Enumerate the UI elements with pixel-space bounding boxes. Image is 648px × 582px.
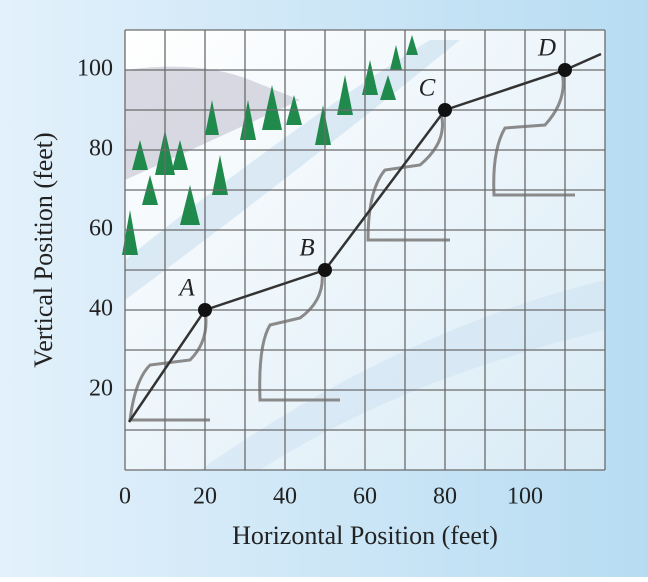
- x-tick-label: 0: [119, 484, 131, 510]
- x-tick-label: 20: [193, 484, 217, 510]
- x-tick-label: 60: [353, 484, 377, 510]
- x-tick-label: 40: [273, 484, 297, 510]
- y-axis-label: Vertical Position (feet): [29, 132, 58, 367]
- point: [318, 263, 332, 277]
- y-tick-label: 60: [89, 216, 113, 242]
- point-label: B: [299, 235, 314, 262]
- y-tick-label: 80: [89, 136, 113, 162]
- point-label: A: [177, 275, 195, 302]
- y-tick-label: 40: [89, 296, 113, 322]
- x-axis-label: Horizontal Position (feet): [232, 521, 498, 550]
- point-label: D: [537, 35, 556, 62]
- y-tick-label: 20: [89, 376, 113, 402]
- point: [558, 63, 572, 77]
- point: [438, 103, 452, 117]
- x-tick-label: 100: [507, 484, 543, 510]
- chart: Horizontal Position (feet) Vertical Posi…: [0, 0, 648, 577]
- x-tick-label: 80: [433, 484, 457, 510]
- y-tick-label: 100: [77, 56, 113, 82]
- point: [198, 303, 212, 317]
- point-label: C: [419, 75, 436, 102]
